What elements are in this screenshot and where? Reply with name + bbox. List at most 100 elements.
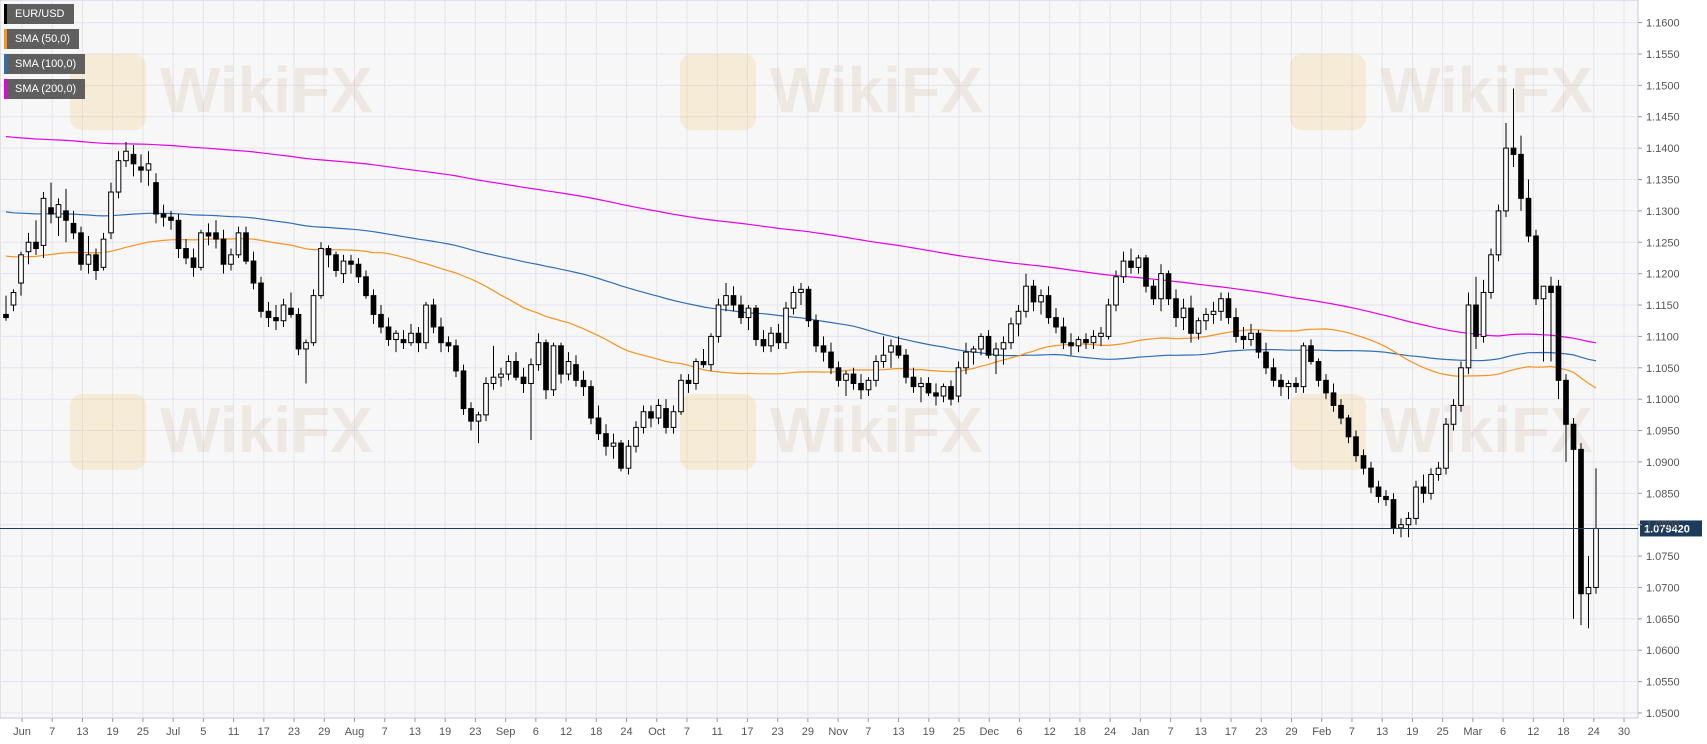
y-tick-label: 1.1300 bbox=[1646, 206, 1680, 218]
legend-item-sma50[interactable]: SMA (50,0) bbox=[4, 29, 80, 49]
candle-body-down bbox=[1225, 298, 1232, 319]
candle bbox=[925, 377, 932, 397]
candle bbox=[828, 342, 834, 375]
candle-body-down bbox=[1128, 260, 1134, 268]
candle bbox=[1203, 308, 1209, 331]
watermark-logo bbox=[70, 54, 146, 130]
candle-body-up bbox=[655, 404, 662, 419]
candle bbox=[1098, 326, 1104, 346]
candle-body-down bbox=[1533, 235, 1539, 300]
candle bbox=[1533, 229, 1539, 306]
candle bbox=[115, 151, 122, 199]
candle-body-up bbox=[1413, 486, 1419, 519]
candle bbox=[355, 257, 362, 284]
candle bbox=[1105, 298, 1112, 340]
candle-body-up bbox=[1090, 335, 1097, 344]
candle bbox=[1405, 512, 1412, 538]
candle-body-up bbox=[880, 354, 887, 363]
candle-body-down bbox=[850, 373, 857, 384]
candle-body-up bbox=[228, 254, 234, 265]
candle bbox=[1555, 279, 1562, 400]
candle-body-down bbox=[1353, 436, 1359, 457]
candle bbox=[910, 367, 917, 393]
x-tick-label: 17 bbox=[1225, 726, 1237, 738]
candle-body-down bbox=[558, 345, 564, 375]
candle bbox=[940, 383, 947, 403]
candle bbox=[1375, 480, 1382, 503]
candle-body-down bbox=[858, 382, 864, 391]
last-price-badge bbox=[1640, 520, 1702, 537]
candle bbox=[1585, 556, 1592, 629]
candle-body-up bbox=[303, 342, 309, 350]
candle-body-up bbox=[1450, 404, 1457, 425]
candle-body-up bbox=[1248, 332, 1254, 341]
watermark-text: WikiFX bbox=[770, 394, 983, 466]
candle bbox=[1518, 135, 1524, 211]
candle bbox=[738, 295, 744, 324]
candle-body-down bbox=[618, 442, 624, 469]
candle-body-up bbox=[498, 373, 504, 378]
sma-100-line bbox=[5, 211, 1597, 362]
y-tick-label: 1.1600 bbox=[1646, 18, 1680, 30]
candle-body-down bbox=[1150, 285, 1157, 300]
candle-body-down bbox=[460, 370, 467, 410]
y-tick-label: 1.0650 bbox=[1646, 614, 1680, 626]
candle bbox=[280, 298, 287, 327]
x-tick-label: 12 bbox=[560, 726, 572, 738]
candle bbox=[888, 339, 894, 368]
candle-body-down bbox=[1270, 367, 1277, 381]
candle bbox=[1233, 308, 1239, 343]
candle-body-down bbox=[895, 345, 902, 356]
candle-body-up bbox=[318, 248, 324, 297]
candle-body-down bbox=[580, 379, 587, 388]
candle bbox=[1323, 374, 1329, 400]
y-tick-label: 1.1100 bbox=[1646, 331, 1679, 343]
candle-body-up bbox=[505, 361, 512, 375]
candle-body-down bbox=[1315, 361, 1322, 381]
candle-body-up bbox=[1435, 467, 1442, 475]
candle-body-down bbox=[243, 232, 249, 262]
sma-50-path bbox=[5, 237, 1597, 389]
x-tick-label: 7 bbox=[49, 726, 55, 738]
candle-body-up bbox=[1458, 367, 1464, 406]
candle bbox=[820, 336, 827, 362]
candle-body-down bbox=[78, 232, 84, 265]
candle bbox=[1038, 289, 1044, 315]
candle-body-down bbox=[573, 364, 579, 381]
candle bbox=[1263, 342, 1269, 375]
candle bbox=[1368, 461, 1374, 494]
legend-item-eurusd[interactable]: EUR/USD bbox=[4, 4, 74, 24]
candle-body-down bbox=[595, 417, 602, 435]
candle bbox=[385, 317, 392, 346]
legend-item-sma200[interactable]: SMA (200,0) bbox=[4, 79, 86, 99]
candle-body-down bbox=[1233, 317, 1239, 337]
candle bbox=[805, 286, 812, 327]
y-tick-label: 1.1000 bbox=[1646, 394, 1680, 406]
legend-item-sma100[interactable]: SMA (100,0) bbox=[4, 54, 86, 74]
candle-body-down bbox=[1548, 285, 1554, 293]
candle-body-down bbox=[183, 248, 189, 259]
candle-body-up bbox=[85, 254, 92, 265]
candle-body-down bbox=[250, 260, 257, 284]
y-tick-label: 1.0600 bbox=[1646, 645, 1680, 657]
candle bbox=[783, 301, 789, 349]
y-tick-label: 1.0700 bbox=[1646, 582, 1680, 594]
candle-body-down bbox=[1060, 326, 1067, 344]
candle bbox=[93, 248, 99, 280]
candle bbox=[1398, 518, 1404, 538]
candle-body-up bbox=[1203, 313, 1209, 322]
candle-body-up bbox=[768, 332, 774, 347]
legend-label: EUR/USD bbox=[15, 8, 65, 20]
candle-body-up bbox=[1098, 332, 1104, 337]
y-tick-label: 1.1350 bbox=[1646, 175, 1680, 187]
x-tick-label: 25 bbox=[953, 726, 965, 738]
candle bbox=[873, 355, 879, 387]
candle-body-up bbox=[10, 291, 17, 306]
candle-body-down bbox=[378, 313, 384, 328]
candle bbox=[1270, 358, 1277, 387]
candle-body-down bbox=[933, 392, 939, 397]
candle-body-down bbox=[295, 313, 302, 350]
candle bbox=[970, 345, 977, 365]
watermark: WikiFX bbox=[70, 54, 373, 130]
candle-body-up bbox=[423, 304, 429, 344]
